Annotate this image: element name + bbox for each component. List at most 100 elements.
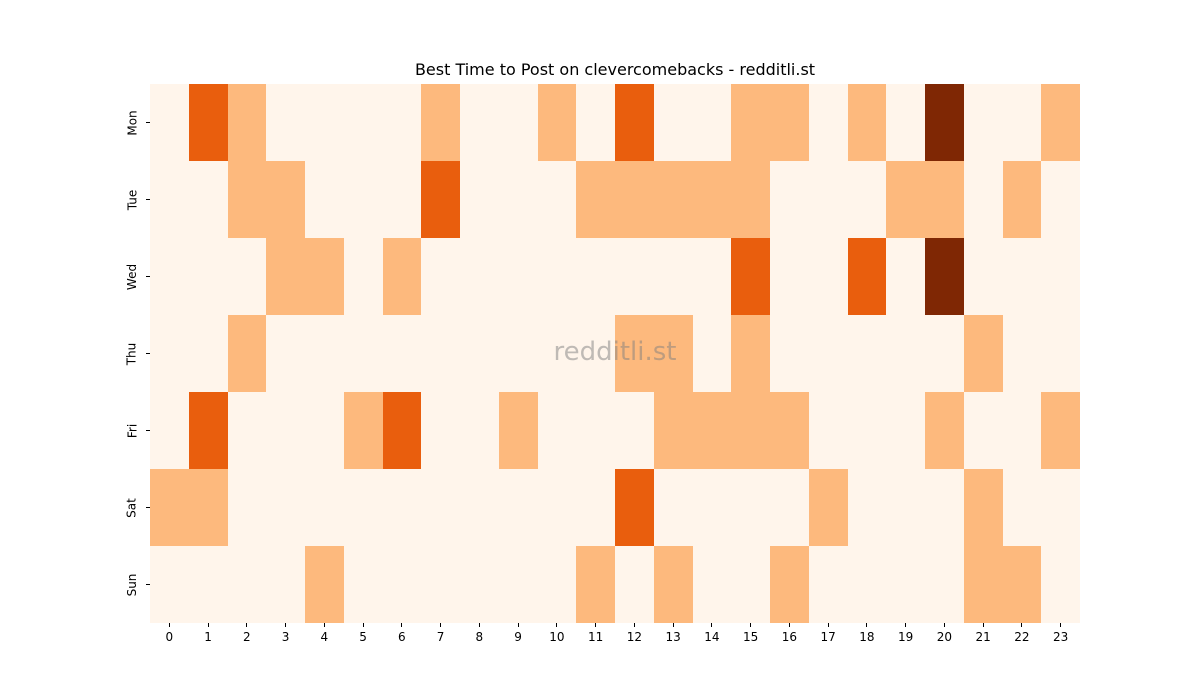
x-tick-mark [517, 623, 519, 627]
y-tick: Fri [100, 421, 150, 441]
heatmap-cell [770, 238, 809, 315]
heatmap-cell [227, 238, 267, 315]
x-tick-mark [168, 623, 170, 627]
heatmap-cell [808, 238, 848, 315]
heatmap-cell [925, 392, 964, 469]
heatmap-cell [266, 84, 305, 161]
heatmap-cell [925, 238, 964, 315]
heatmap-cell [305, 469, 344, 546]
heatmap-cell [150, 84, 189, 161]
x-tick: 10 [542, 623, 572, 644]
heatmap-cell [266, 546, 305, 623]
heatmap-cell [576, 546, 615, 623]
heatmap-cell [498, 315, 538, 392]
heatmap-cell [343, 469, 383, 546]
y-tick-mark [146, 506, 150, 508]
heatmap-cell [1041, 469, 1080, 546]
heatmap-cell [653, 84, 693, 161]
x-tick-mark [362, 623, 364, 627]
x-tick-mark [943, 623, 945, 627]
heatmap-cell [731, 315, 770, 392]
heatmap-cell [1041, 238, 1080, 315]
heatmap-cell [188, 238, 228, 315]
heatmap-cell [382, 161, 422, 238]
x-tick: 21 [968, 623, 998, 644]
heatmap-cell [963, 238, 1003, 315]
heatmap-cell [963, 161, 1003, 238]
heatmap-cell [963, 84, 1003, 161]
x-tick-mark [711, 623, 713, 627]
heatmap-cell [498, 84, 538, 161]
heatmap-cell [731, 546, 770, 623]
x-tick-label: 13 [665, 630, 681, 644]
y-tick-label: Fri [125, 423, 139, 438]
heatmap-cell [266, 315, 305, 392]
heatmap-cell [808, 392, 848, 469]
y-tick-mark [146, 198, 150, 200]
x-tick: 9 [503, 623, 533, 644]
x-tick: 1 [193, 623, 223, 644]
heatmap-cell [188, 84, 228, 161]
heatmap-cell [305, 392, 344, 469]
heatmap-cell [305, 315, 344, 392]
heatmap-cell [305, 161, 344, 238]
heatmap-cell [770, 315, 809, 392]
x-tick-mark [401, 623, 403, 627]
heatmap-cell [808, 315, 848, 392]
heatmap-cell [1041, 161, 1080, 238]
heatmap-cell [498, 469, 538, 546]
heatmap-cell [886, 392, 925, 469]
heatmap-cell [808, 84, 848, 161]
heatmap-cell [808, 546, 848, 623]
heatmap-cell [343, 315, 383, 392]
y-tick-mark [146, 275, 150, 277]
heatmap-cell [653, 238, 693, 315]
x-tick-label: 11 [587, 630, 604, 644]
heatmap-cell [808, 469, 848, 546]
x-tick: 4 [309, 623, 339, 644]
heatmap-cell [305, 238, 344, 315]
x-tick-label: 10 [549, 630, 565, 644]
x-tick-label: 3 [281, 630, 290, 644]
heatmap-cell [382, 315, 422, 392]
heatmap-cell [731, 161, 770, 238]
x-tick-label: 15 [742, 630, 759, 644]
heatmap-cell [305, 546, 344, 623]
x-tick-mark [827, 623, 829, 627]
heatmap-cell [460, 161, 499, 238]
heatmap-cell [886, 469, 925, 546]
heatmap-cell [188, 392, 228, 469]
x-tick-label: 8 [475, 630, 484, 644]
x-tick-label: 18 [859, 630, 875, 644]
heatmap-cell [1041, 392, 1080, 469]
x-tick-label: 17 [820, 630, 836, 644]
heatmap-cell [886, 315, 925, 392]
y-tick-label: Tue [125, 189, 139, 210]
x-tick-mark [633, 623, 635, 627]
heatmap-cell [770, 546, 809, 623]
x-tick-mark [246, 623, 248, 627]
heatmap-cell [343, 546, 383, 623]
heatmap-cell [343, 392, 383, 469]
x-tick-label: 16 [781, 630, 798, 644]
heatmap-cell [808, 161, 848, 238]
heatmap-cell [847, 161, 887, 238]
x-tick-label: 12 [626, 630, 643, 644]
heatmap-cell [498, 392, 538, 469]
x-tick-mark [866, 623, 868, 627]
heatmap-cell [227, 546, 267, 623]
y-tick-mark [146, 352, 150, 354]
x-tick-mark [905, 623, 907, 627]
heatmap-cell [925, 84, 964, 161]
x-tick: 15 [736, 623, 766, 644]
x-tick-mark [323, 623, 325, 627]
heatmap-cell [925, 315, 964, 392]
x-tick: 17 [813, 623, 843, 644]
heatmap-cell [227, 392, 267, 469]
heatmap-cell [188, 315, 228, 392]
heatmap-cell [1002, 392, 1042, 469]
heatmap-cell [963, 392, 1003, 469]
heatmap-cell [343, 84, 383, 161]
heatmap-cell [886, 546, 925, 623]
x-tick-mark [788, 623, 790, 627]
